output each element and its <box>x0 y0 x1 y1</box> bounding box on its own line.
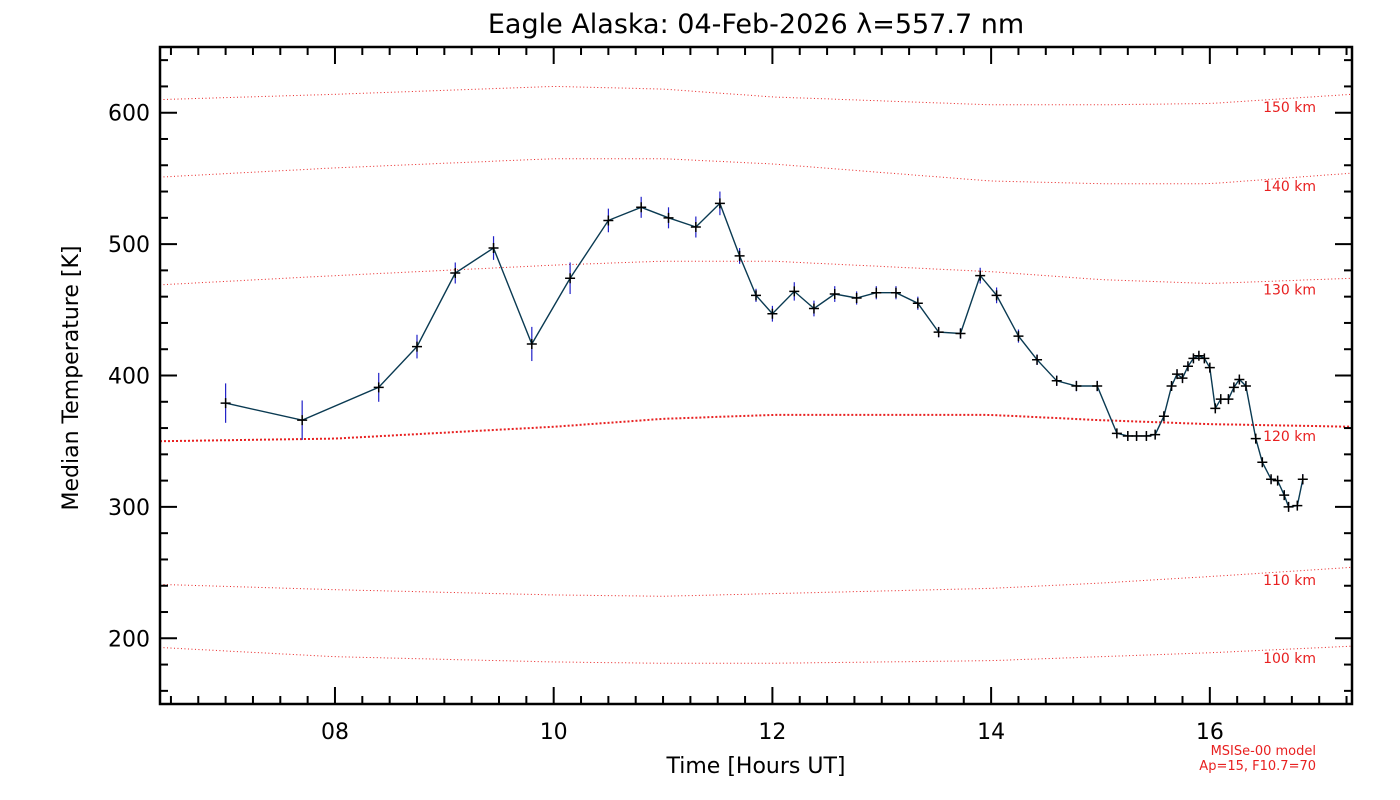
data-point <box>851 292 862 303</box>
series-line <box>225 202 1304 508</box>
data-point <box>1150 429 1161 440</box>
data-point <box>1266 474 1277 485</box>
data-point <box>603 215 614 226</box>
model-curve-100km <box>159 645 1353 664</box>
y-tick-label: 300 <box>108 496 150 521</box>
model-label-140km: 140 km <box>1263 179 1316 195</box>
data-point <box>1051 375 1062 386</box>
data-point <box>933 327 944 338</box>
data-point <box>565 273 576 284</box>
data-point <box>1279 490 1290 501</box>
data-point <box>1092 381 1103 392</box>
data-point <box>1228 382 1239 393</box>
model-footnote-line1: MSISe-00 model <box>1211 744 1316 759</box>
data-point <box>1297 474 1308 485</box>
data-point <box>1013 331 1024 342</box>
data-point <box>1223 394 1234 405</box>
data-point <box>450 268 461 279</box>
model-footnote-line2: Ap=15, F10.7=70 <box>1199 759 1316 774</box>
data-point <box>991 290 1002 301</box>
data-point <box>1182 361 1193 372</box>
data-point <box>1257 457 1268 468</box>
model-curve-110km <box>159 566 1353 597</box>
data-point <box>663 212 674 223</box>
data-point <box>1250 433 1261 444</box>
model-label-100km: 100 km <box>1263 651 1316 667</box>
data-point <box>714 198 725 209</box>
y-tick-label: 200 <box>108 627 150 652</box>
y-tick-label: 600 <box>108 102 150 127</box>
model-curves: 150 km 140 km 130 km 120 km 110 km 100 km <box>159 85 1353 667</box>
plot-frame <box>158 45 1354 706</box>
data-point <box>1210 403 1221 414</box>
data-point <box>1071 381 1082 392</box>
data-point <box>1172 369 1183 380</box>
data-point <box>1141 430 1152 441</box>
data-point <box>1240 381 1251 392</box>
data-point <box>297 415 308 426</box>
data-point <box>1111 428 1122 439</box>
data-point <box>1204 362 1215 373</box>
x-tick-label: 12 <box>758 720 786 745</box>
data-point <box>1131 430 1142 441</box>
data-point <box>1166 381 1177 392</box>
y-tick-label: 500 <box>108 233 150 258</box>
data-point <box>912 298 923 309</box>
data-point <box>1122 430 1133 441</box>
data-point <box>1272 475 1283 486</box>
model-label-110km: 110 km <box>1263 573 1316 589</box>
data-point <box>411 341 422 352</box>
data-point <box>808 303 819 314</box>
model-curve-150km <box>159 85 1353 106</box>
data-point <box>955 328 966 339</box>
data-point <box>220 398 231 409</box>
x-tick-label: 08 <box>321 720 349 745</box>
y-tick-label: 400 <box>108 365 150 390</box>
data-point <box>767 308 778 319</box>
model-curve-120km <box>159 413 1353 443</box>
data-point <box>1177 373 1188 384</box>
data-point <box>789 286 800 297</box>
data-point <box>488 243 499 254</box>
data-point <box>734 250 745 261</box>
x-tick-label: 10 <box>540 720 568 745</box>
model-label-120km: 120 km <box>1263 429 1316 445</box>
y-axis-label: Median Temperature [K] <box>59 246 84 511</box>
x-tick-label: 14 <box>977 720 1005 745</box>
model-label-130km: 130 km <box>1263 283 1316 299</box>
data-point <box>690 222 701 233</box>
axes: 08 10 12 14 16 200 300 400 500 600 <box>108 45 1354 745</box>
data-point <box>1158 411 1169 422</box>
model-curve-130km <box>159 260 1353 286</box>
chart-title: Eagle Alaska: 04-Feb-2026 λ=557.7 nm <box>488 9 1024 40</box>
data-point <box>871 287 882 298</box>
data-point <box>890 287 901 298</box>
data-point <box>975 270 986 281</box>
data-point <box>373 382 384 393</box>
data-point <box>1234 374 1245 385</box>
data-series <box>220 191 1308 512</box>
data-point <box>1032 354 1043 365</box>
data-point <box>829 289 840 300</box>
model-label-150km: 150 km <box>1263 100 1316 116</box>
data-point <box>751 290 761 301</box>
x-tick-label: 16 <box>1196 720 1224 745</box>
data-point <box>1193 350 1204 361</box>
data-point <box>1283 501 1294 512</box>
data-point <box>1292 500 1303 511</box>
data-point <box>1188 353 1199 364</box>
data-point <box>636 202 647 213</box>
data-point <box>1199 353 1210 364</box>
model-curve-140km <box>159 158 1353 185</box>
data-point <box>526 338 537 349</box>
x-axis-label: Time [Hours UT] <box>666 754 846 779</box>
